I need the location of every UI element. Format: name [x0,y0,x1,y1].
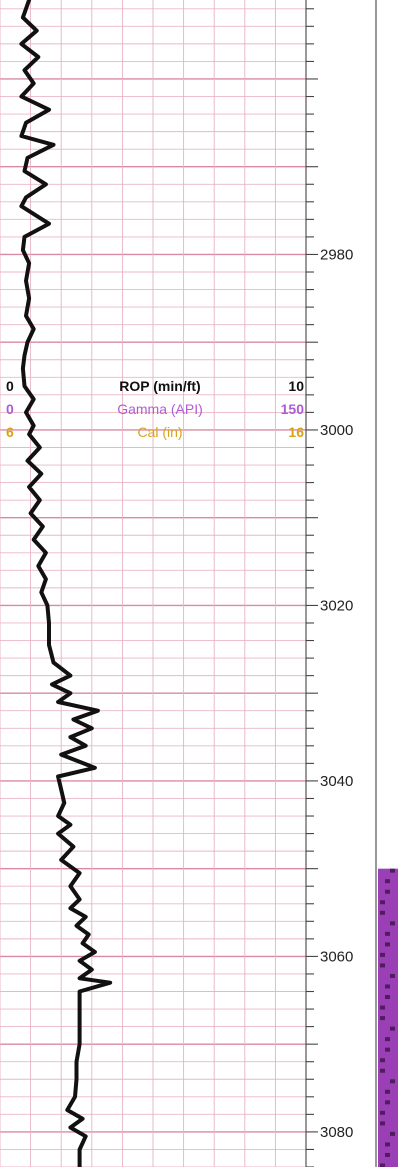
depth-labels: 2980 3000 3020 3040 3060 3080 [320,246,353,1140]
gamma-scale-min: 0 [6,401,14,417]
rop-curve [19,0,113,1167]
lithology-speck [385,1142,390,1147]
lithology-speck [380,1068,385,1073]
lithology-speck [385,942,390,947]
lithology-speck [380,1058,385,1063]
depth-label-3080: 3080 [320,1124,353,1141]
lithology-speck [390,868,395,873]
lithology-speck [385,879,390,884]
lithology-speck [385,995,390,1000]
lithology-speck [385,931,390,936]
gamma-curve-name: Gamma (API) [117,401,203,417]
rop-scale-max: 10 [288,378,304,394]
depth-ticks [306,8,318,1167]
lithology-speck [385,1047,390,1052]
depth-label-3060: 3060 [320,948,353,965]
lithology-speck [380,952,385,957]
cal-curve-name: Cal (in) [137,424,182,440]
curve-layer [19,0,113,1167]
lithology-speck [380,1121,385,1126]
lithology-speck [390,1131,395,1136]
cal-scale-max: 16 [288,424,304,440]
lithology-speck [385,1100,390,1105]
depth-label-3040: 3040 [320,773,353,790]
lithology-speck [380,1005,385,1010]
lithology-speck [390,1079,395,1084]
lithology-speck [385,889,390,894]
gamma-scale-max: 150 [281,401,305,417]
lithology-speck [380,1016,385,1021]
lithology-speck [390,921,395,926]
lithology-speck [390,973,395,978]
depth-label-3020: 3020 [320,597,353,614]
lithology-speck [380,1163,385,1167]
lithology-speck [385,984,390,989]
grid-lines [0,0,377,1167]
rop-scale-min: 0 [6,378,14,394]
lithology-speck [385,1152,390,1157]
lithology-fill [378,868,398,1167]
curve-header: 0 ROP (min/ft) 10 0 Gamma (API) 150 6 Ca… [6,378,304,440]
lithology-strip [378,868,398,1167]
lithology-speck [380,910,385,915]
lithology-speck [385,1089,390,1094]
depth-label-3000: 3000 [320,422,353,439]
lithology-speck [385,1037,390,1042]
cal-scale-min: 6 [6,424,14,440]
lithology-speck [380,963,385,968]
lithology-speck [380,900,385,905]
lithology-speck [380,1110,385,1115]
lithology-speck [390,1026,395,1031]
rop-curve-name: ROP (min/ft) [119,378,200,394]
depth-label-2980: 2980 [320,246,353,263]
